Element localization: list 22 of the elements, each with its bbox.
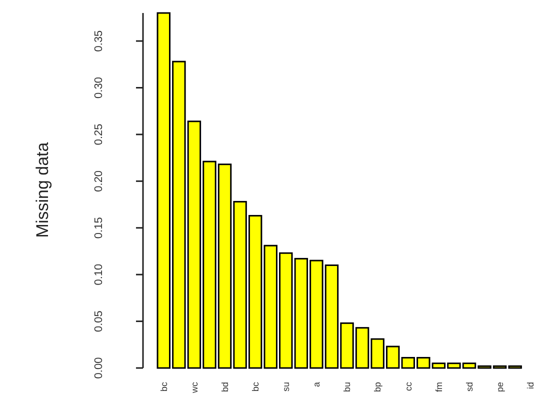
x-tick-label: a	[312, 382, 322, 388]
x-tick-label: sd	[464, 382, 474, 392]
y-tick-label: 0.20	[92, 170, 105, 192]
x-tick-label: bp	[372, 382, 383, 392]
x-tick-label: bc	[250, 382, 260, 392]
x-tick-label: bu	[342, 382, 352, 392]
x-tick-label: wc	[189, 382, 200, 394]
y-tick-label: 0.30	[92, 77, 105, 98]
y-tick-label: 0.00	[92, 357, 105, 379]
y-tick-label: 0.25	[92, 124, 105, 146]
x-tick-label: su	[281, 382, 292, 392]
y-tick-label: 0.35	[92, 30, 105, 52]
y-tick-label: 0.05	[92, 310, 105, 332]
x-tick-label: pe	[494, 382, 505, 392]
y-tick-label: 0.10	[92, 264, 105, 286]
x-tick-label: cc	[403, 382, 414, 391]
x-tick-label: bd	[220, 382, 230, 392]
x-tick-label: id	[526, 382, 536, 390]
x-tick-label: fm	[434, 382, 444, 392]
y-tick-label: 0.15	[92, 217, 105, 239]
x-tick-label: bc	[158, 382, 169, 392]
y-axis-title: Missing data	[33, 142, 52, 238]
